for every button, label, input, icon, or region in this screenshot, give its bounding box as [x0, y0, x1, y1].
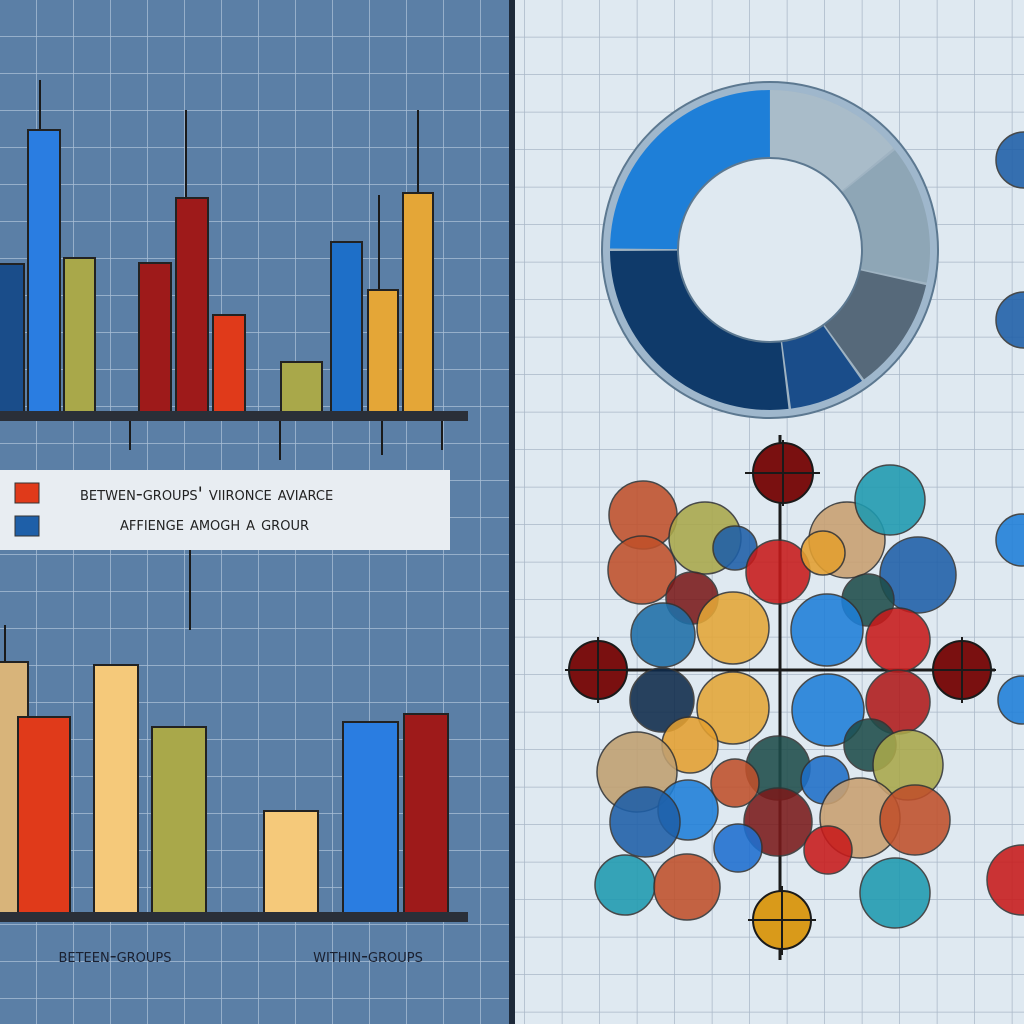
donut	[601, 81, 939, 419]
bar	[330, 241, 363, 413]
bubble	[745, 539, 811, 605]
bar	[151, 726, 207, 915]
legend-box	[0, 470, 450, 550]
bubble	[997, 675, 1024, 725]
bubble	[995, 513, 1024, 567]
bubble	[995, 291, 1024, 349]
axis-line	[0, 411, 468, 421]
bottom-bars: beteen-groups within-groups	[0, 625, 468, 967]
bar	[93, 664, 139, 915]
bubble	[710, 758, 760, 808]
bar	[17, 716, 71, 915]
bar	[280, 361, 323, 413]
bar	[367, 289, 399, 413]
bubble	[879, 784, 951, 856]
bubble	[607, 535, 677, 605]
bubble	[653, 853, 721, 921]
legend-swatch	[14, 515, 40, 537]
bar	[263, 810, 319, 915]
axis-line	[0, 912, 468, 922]
donut-segment	[610, 90, 930, 410]
bubble	[696, 671, 770, 745]
bar	[402, 192, 434, 413]
bar	[212, 314, 246, 413]
bar	[27, 129, 61, 413]
bar	[0, 263, 25, 413]
donut-hole	[677, 157, 863, 343]
crosshair-lines	[565, 440, 996, 955]
donut-segment	[610, 90, 930, 410]
bubble	[854, 464, 926, 536]
top-bars	[0, 80, 468, 630]
bubble	[986, 844, 1024, 916]
crosshairs	[565, 440, 996, 955]
bubble-cluster	[570, 435, 995, 960]
bar	[342, 721, 399, 915]
bubble	[859, 857, 931, 929]
legend-swatch	[14, 482, 40, 504]
bar	[63, 257, 96, 413]
bar	[175, 197, 209, 413]
donut-segment	[610, 90, 930, 410]
bubble	[696, 591, 770, 665]
legend-text: affienge amogh a grour	[120, 513, 309, 535]
bubble	[713, 823, 763, 873]
bubble	[800, 530, 846, 576]
bubble	[630, 602, 696, 668]
divider	[509, 0, 515, 1024]
bubble	[790, 593, 864, 667]
bubble	[803, 825, 853, 875]
bubble	[791, 673, 865, 747]
bubble	[995, 131, 1024, 189]
bubbles	[594, 131, 1024, 929]
axis-label: within-groups	[313, 945, 423, 967]
legend-text: betwen-groups' viironce aviarce	[80, 483, 333, 505]
bar	[403, 713, 449, 915]
bubble	[879, 536, 957, 614]
bar	[138, 262, 172, 413]
bubble	[594, 854, 656, 916]
bubble	[865, 607, 931, 673]
axis-label: beteen-groups	[58, 945, 171, 967]
bubble	[629, 667, 695, 733]
legend: betwen-groups' viironce aviarce affienge…	[0, 470, 450, 550]
bubble	[609, 786, 681, 858]
